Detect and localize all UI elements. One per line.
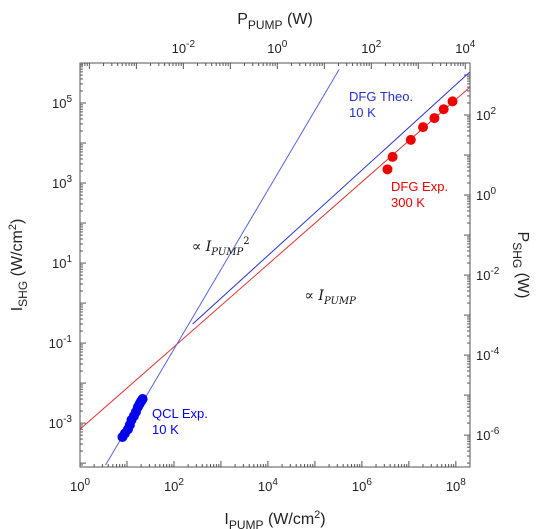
series-label-line2: 10 K <box>349 105 376 120</box>
data-point <box>447 96 458 107</box>
data-point <box>387 151 398 162</box>
data-point <box>438 104 449 115</box>
y-tick-label: 10-1 <box>49 334 73 351</box>
proportionality-annotation: ∝ IPUMP2 <box>192 236 250 258</box>
y2-tick-label: 10-4 <box>476 346 500 363</box>
data-point <box>137 394 148 405</box>
x-axis-title: IPUMP (W/cm2) <box>224 509 325 529</box>
y-tick-label: 101 <box>52 254 72 271</box>
series-label-line2: 10 K <box>152 422 179 437</box>
y-axis-title: ISHG (W/cm2) <box>7 219 30 312</box>
data-points <box>117 96 458 442</box>
x2-tick-label: 100 <box>267 39 287 56</box>
x-tick-label: 102 <box>164 477 184 494</box>
y-tick-label: 105 <box>52 94 72 111</box>
x-tick-label: 100 <box>70 477 90 494</box>
x-tick-label: 108 <box>446 477 466 494</box>
data-point <box>382 164 393 175</box>
data-point <box>429 113 440 124</box>
y2-tick-label: 100 <box>476 186 496 203</box>
data-point <box>418 122 429 133</box>
series-label: QCL Exp. <box>152 406 208 421</box>
x-tick-label: 106 <box>352 477 372 494</box>
y2-tick-label: 10-6 <box>476 426 500 443</box>
y2-tick-label: 10-2 <box>476 266 500 283</box>
x2-tick-label: 102 <box>361 39 381 56</box>
x-tick-label: 104 <box>258 477 278 494</box>
x2-tick-label: 10-2 <box>172 39 196 56</box>
proportionality-annotation: ∝ IPUMP <box>304 288 356 307</box>
x2-axis-title: PPUMP (W) <box>237 11 313 32</box>
data-point <box>405 134 416 145</box>
y-tick-label: 103 <box>52 174 72 191</box>
y2-axis-title: PSHG (W) <box>510 232 531 299</box>
y2-tick-label: 102 <box>476 106 496 123</box>
y-tick-label: 10-3 <box>49 414 73 431</box>
x2-tick-label: 104 <box>455 39 475 56</box>
series-line <box>192 71 470 325</box>
series-label-line2: 300 K <box>391 195 425 210</box>
series-line <box>80 86 470 430</box>
axes: 100 102 104 106 108 10-3 10-1 101 103 105 10-2 100 1… <box>49 39 500 494</box>
series-label: DFG Exp. <box>391 179 448 194</box>
chart-labels: IPUMP (W/cm2) PPUMP (W) ISHG (W/cm2) PSHG (… <box>7 11 531 529</box>
series-label: DFG Theo. <box>349 89 413 104</box>
